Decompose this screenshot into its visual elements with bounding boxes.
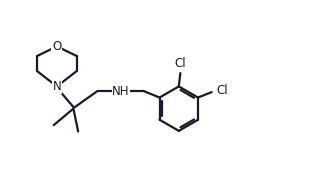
Text: O: O [52, 40, 61, 53]
Text: Cl: Cl [175, 57, 186, 70]
Text: N: N [52, 80, 61, 93]
Text: NH: NH [112, 85, 130, 98]
Text: Cl: Cl [216, 84, 228, 97]
